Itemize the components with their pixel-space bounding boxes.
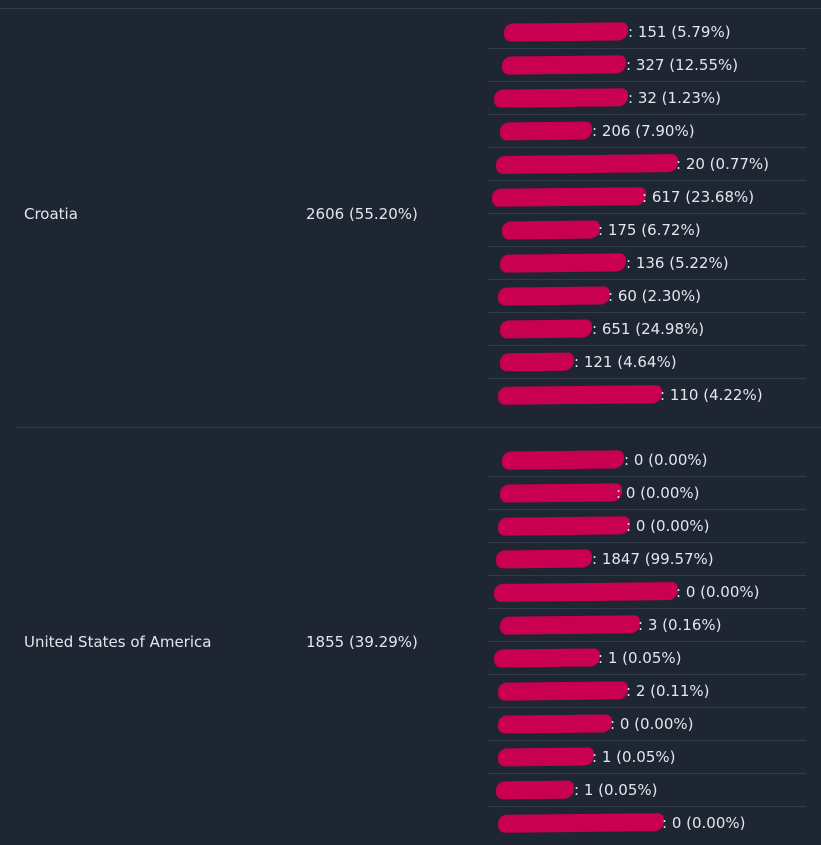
redaction-mark — [499, 352, 575, 372]
redaction-mark — [501, 220, 601, 240]
list-item: : 20 (0.77%) — [488, 148, 806, 181]
region-value: : 0 (0.00%) — [662, 814, 746, 832]
region-value: : 651 (24.98%) — [592, 320, 705, 338]
list-item: : 151 (5.79%) — [488, 16, 806, 49]
list-item: : 1 (0.05%) — [488, 741, 806, 774]
redaction-mark — [497, 714, 613, 734]
region-value: : 0 (0.00%) — [616, 484, 700, 502]
region-value: : 206 (7.90%) — [592, 122, 695, 140]
redaction-mark — [499, 483, 623, 503]
list-item: : 110 (4.22%) — [488, 379, 806, 412]
redaction-mark — [501, 450, 625, 470]
list-item: : 617 (23.68%) — [488, 181, 806, 214]
region-value: : 2 (0.11%) — [626, 682, 710, 700]
list-item: : 175 (6.72%) — [488, 214, 806, 247]
country-name: United States of America — [24, 633, 212, 651]
region-value: : 20 (0.77%) — [676, 155, 770, 173]
list-item: : 2 (0.11%) — [488, 675, 806, 708]
region-value: : 175 (6.72%) — [598, 221, 701, 239]
list-item: : 32 (1.23%) — [488, 82, 806, 115]
redaction-mark — [495, 154, 679, 174]
redaction-mark — [501, 55, 627, 75]
redaction-mark — [491, 187, 647, 207]
country-total: 2606 (55.20%) — [306, 205, 418, 223]
redaction-mark — [497, 813, 665, 833]
region-value: : 32 (1.23%) — [628, 89, 722, 107]
list-item: : 0 (0.00%) — [488, 576, 806, 609]
region-value: : 1 (0.05%) — [574, 781, 658, 799]
list-item: : 206 (7.90%) — [488, 115, 806, 148]
country-total: 1855 (39.29%) — [306, 633, 418, 651]
redaction-mark — [493, 582, 679, 602]
region-breakdown-list: : 151 (5.79%) : 327 (12.55%) : 32 (1.23%… — [488, 16, 806, 412]
list-item: : 0 (0.00%) — [488, 444, 806, 477]
region-value: : 121 (4.64%) — [574, 353, 677, 371]
redaction-mark — [497, 385, 663, 405]
region-value: : 0 (0.00%) — [624, 451, 708, 469]
list-item: : 0 (0.00%) — [488, 807, 806, 840]
table-top-border — [0, 8, 821, 9]
list-item: : 121 (4.64%) — [488, 346, 806, 379]
list-item: : 1847 (99.57%) — [488, 543, 806, 576]
redaction-mark — [499, 319, 593, 339]
list-item: : 651 (24.98%) — [488, 313, 806, 346]
region-value: : 3 (0.16%) — [638, 616, 722, 634]
list-item: : 136 (5.22%) — [488, 247, 806, 280]
country-name: Croatia — [24, 205, 78, 223]
redaction-mark — [497, 286, 611, 306]
row-divider — [16, 427, 821, 428]
list-item: : 1 (0.05%) — [488, 774, 806, 807]
region-value: : 0 (0.00%) — [610, 715, 694, 733]
list-item: : 3 (0.16%) — [488, 609, 806, 642]
redaction-mark — [493, 648, 601, 668]
region-value: : 1847 (99.57%) — [592, 550, 714, 568]
redaction-mark — [497, 516, 631, 536]
redaction-mark — [495, 780, 575, 800]
region-value: : 136 (5.22%) — [626, 254, 729, 272]
redaction-mark — [499, 253, 627, 273]
list-item: : 0 (0.00%) — [488, 477, 806, 510]
redaction-mark — [499, 615, 641, 635]
region-value: : 60 (2.30%) — [608, 287, 702, 305]
redaction-mark — [493, 88, 629, 108]
list-item: : 327 (12.55%) — [488, 49, 806, 82]
region-value: : 0 (0.00%) — [626, 517, 710, 535]
redaction-mark — [499, 121, 593, 141]
list-item: : 0 (0.00%) — [488, 510, 806, 543]
region-value: : 1 (0.05%) — [592, 748, 676, 766]
region-value: : 617 (23.68%) — [642, 188, 755, 206]
region-value: : 151 (5.79%) — [628, 23, 731, 41]
redaction-mark — [497, 747, 595, 767]
region-value: : 327 (12.55%) — [626, 56, 739, 74]
list-item: : 0 (0.00%) — [488, 708, 806, 741]
list-item: : 1 (0.05%) — [488, 642, 806, 675]
region-value: : 110 (4.22%) — [660, 386, 763, 404]
region-value: : 0 (0.00%) — [676, 583, 760, 601]
redaction-mark — [497, 681, 629, 701]
redaction-mark — [495, 549, 593, 569]
list-item: : 60 (2.30%) — [488, 280, 806, 313]
redaction-mark — [503, 22, 629, 42]
region-value: : 1 (0.05%) — [598, 649, 682, 667]
region-breakdown-list: : 0 (0.00%) : 0 (0.00%) : 0 (0.00%) : 18… — [488, 444, 806, 840]
